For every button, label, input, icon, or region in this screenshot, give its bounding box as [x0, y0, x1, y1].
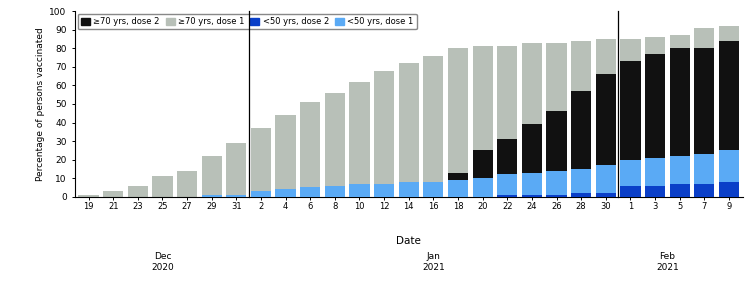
Bar: [718, 41, 739, 197]
Bar: [423, 56, 443, 197]
Bar: [694, 48, 715, 197]
Bar: [522, 195, 542, 197]
Bar: [694, 184, 715, 197]
Bar: [645, 54, 665, 197]
Bar: [300, 102, 320, 197]
Bar: [497, 175, 517, 195]
Bar: [423, 182, 443, 197]
Bar: [571, 41, 591, 91]
Bar: [571, 193, 591, 197]
Bar: [620, 61, 640, 197]
Bar: [152, 176, 172, 197]
Bar: [645, 185, 665, 197]
Bar: [694, 28, 715, 48]
Bar: [645, 158, 665, 185]
Bar: [547, 195, 567, 197]
Bar: [226, 195, 247, 197]
Text: Jan
2021: Jan 2021: [422, 252, 445, 272]
Bar: [718, 150, 739, 182]
X-axis label: Date: Date: [396, 235, 422, 246]
Bar: [645, 37, 665, 54]
Bar: [596, 39, 616, 74]
Bar: [596, 165, 616, 193]
Bar: [251, 191, 271, 197]
Bar: [202, 195, 222, 197]
Bar: [177, 171, 197, 197]
Bar: [670, 184, 690, 197]
Bar: [718, 26, 739, 41]
Text: Feb
2021: Feb 2021: [656, 252, 679, 272]
Bar: [350, 184, 370, 197]
Bar: [670, 35, 690, 48]
Bar: [596, 193, 616, 197]
Bar: [547, 171, 567, 195]
Bar: [226, 143, 247, 197]
Bar: [620, 185, 640, 197]
Bar: [497, 195, 517, 197]
Bar: [275, 115, 296, 197]
Bar: [325, 93, 345, 197]
Bar: [79, 195, 99, 197]
Bar: [275, 189, 296, 197]
Bar: [497, 139, 517, 197]
Bar: [300, 187, 320, 197]
Bar: [694, 154, 715, 184]
Bar: [620, 39, 640, 61]
Bar: [128, 185, 148, 197]
Bar: [596, 74, 616, 197]
Bar: [251, 128, 271, 197]
Bar: [448, 48, 468, 173]
Bar: [522, 124, 542, 197]
Bar: [399, 63, 418, 197]
Bar: [571, 169, 591, 193]
Bar: [547, 111, 567, 197]
Bar: [350, 82, 370, 197]
Text: Dec
2020: Dec 2020: [151, 252, 174, 272]
Bar: [103, 191, 123, 197]
Bar: [670, 48, 690, 197]
Bar: [472, 46, 493, 150]
Bar: [497, 46, 517, 139]
Bar: [472, 150, 493, 197]
Bar: [620, 160, 640, 185]
Bar: [522, 43, 542, 124]
Bar: [547, 43, 567, 111]
Bar: [522, 173, 542, 195]
Bar: [448, 180, 468, 197]
Bar: [374, 184, 394, 197]
Bar: [448, 173, 468, 197]
Bar: [374, 71, 394, 197]
Legend: ≥70 yrs, dose 2, ≥70 yrs, dose 1, <50 yrs, dose 2, <50 yrs, dose 1: ≥70 yrs, dose 2, ≥70 yrs, dose 1, <50 yr…: [77, 14, 417, 30]
Bar: [325, 185, 345, 197]
Bar: [670, 156, 690, 184]
Bar: [202, 156, 222, 197]
Bar: [399, 182, 418, 197]
Bar: [472, 178, 493, 197]
Bar: [571, 91, 591, 197]
Y-axis label: Percentage of persons vaccinated: Percentage of persons vaccinated: [36, 27, 45, 181]
Bar: [718, 182, 739, 197]
